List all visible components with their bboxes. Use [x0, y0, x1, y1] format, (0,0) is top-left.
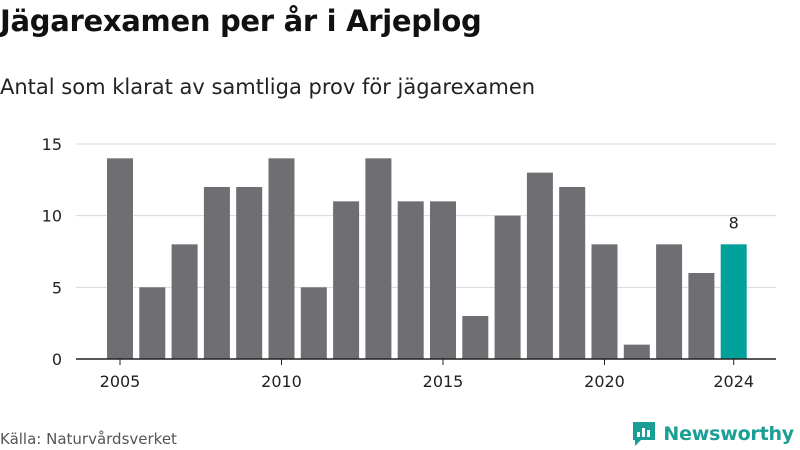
bar-2024	[720, 244, 747, 359]
x-tick-label: 2020	[584, 372, 625, 391]
bar-2006	[139, 287, 166, 359]
source-note: Källa: Naturvårdsverket	[0, 430, 177, 448]
bar-2022	[656, 244, 683, 359]
bar-2021	[623, 344, 650, 359]
bar-2018	[526, 172, 553, 359]
x-tick-label: 2005	[100, 372, 141, 391]
bar-2007	[171, 244, 198, 359]
bar-2015	[430, 201, 456, 359]
chart-subtitle: Antal som klarat av samtliga prov för jä…	[0, 75, 536, 99]
x-axis-ticks: 2005 2010 2015 2020 2024	[100, 359, 754, 391]
y-axis-ticks: 0 5 10 15	[42, 135, 62, 369]
y-tick-label: 5	[52, 278, 62, 297]
bar-2016	[462, 316, 489, 359]
newsworthy-logo-text: Newsworthy	[663, 423, 794, 445]
x-tick-label: 2024	[713, 372, 754, 391]
bar-2020	[591, 244, 618, 359]
data-label-2024: 8	[729, 213, 739, 232]
bar-2013	[365, 158, 392, 359]
y-tick-label: 15	[42, 135, 62, 154]
newsworthy-logo-icon	[633, 422, 656, 446]
bar-2009	[236, 187, 263, 359]
bar-chart: 0 5 10 15 8 2005 2010 2015 2020 2024	[42, 135, 776, 391]
bar-2011	[300, 287, 327, 359]
bar-2010	[268, 158, 295, 359]
bar-2014	[397, 201, 424, 359]
bar-2008	[203, 187, 230, 359]
bar-2005	[107, 158, 133, 359]
y-tick-label: 10	[42, 207, 62, 226]
chart-title: Jägarexamen per år i Arjeplog	[0, 4, 482, 38]
x-tick-label: 2015	[423, 372, 464, 391]
bar-2019	[559, 187, 586, 359]
bar-2023	[688, 273, 715, 359]
newsworthy-logo: Newsworthy	[631, 420, 794, 448]
bars	[107, 158, 747, 359]
y-tick-label: 0	[52, 350, 62, 369]
bar-2012	[333, 201, 360, 359]
bar-2017	[494, 215, 521, 359]
data-labels: 8	[729, 213, 739, 232]
x-tick-label: 2010	[261, 372, 302, 391]
